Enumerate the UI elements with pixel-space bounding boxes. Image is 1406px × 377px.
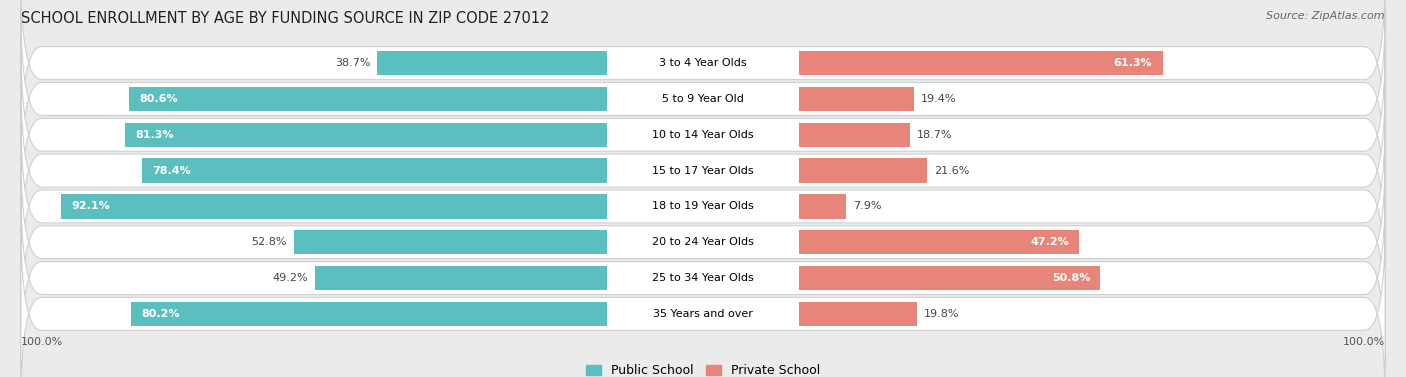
- Text: 92.1%: 92.1%: [72, 201, 110, 211]
- Text: 19.4%: 19.4%: [921, 94, 957, 104]
- Bar: [377, 51, 606, 75]
- FancyBboxPatch shape: [21, 8, 1385, 190]
- Text: 38.7%: 38.7%: [335, 58, 370, 68]
- Text: 81.3%: 81.3%: [135, 130, 174, 140]
- FancyBboxPatch shape: [21, 223, 1385, 377]
- Text: 25 to 34 Year Olds: 25 to 34 Year Olds: [652, 273, 754, 283]
- Bar: [129, 87, 606, 111]
- Text: 18 to 19 Year Olds: 18 to 19 Year Olds: [652, 201, 754, 211]
- Bar: [800, 230, 1080, 254]
- Text: 18.7%: 18.7%: [917, 130, 953, 140]
- Text: 21.6%: 21.6%: [935, 166, 970, 176]
- Text: 47.2%: 47.2%: [1031, 237, 1069, 247]
- FancyBboxPatch shape: [21, 0, 1385, 154]
- Bar: [60, 194, 606, 219]
- Bar: [800, 158, 928, 183]
- Text: 80.6%: 80.6%: [139, 94, 179, 104]
- Text: 15 to 17 Year Olds: 15 to 17 Year Olds: [652, 166, 754, 176]
- Bar: [125, 123, 606, 147]
- Text: 10 to 14 Year Olds: 10 to 14 Year Olds: [652, 130, 754, 140]
- Text: 20 to 24 Year Olds: 20 to 24 Year Olds: [652, 237, 754, 247]
- Text: 100.0%: 100.0%: [21, 337, 63, 347]
- Text: 5 to 9 Year Old: 5 to 9 Year Old: [662, 94, 744, 104]
- Text: Source: ZipAtlas.com: Source: ZipAtlas.com: [1267, 11, 1385, 21]
- Bar: [800, 194, 846, 219]
- FancyBboxPatch shape: [21, 151, 1385, 333]
- Bar: [800, 51, 1163, 75]
- FancyBboxPatch shape: [21, 115, 1385, 297]
- FancyBboxPatch shape: [21, 44, 1385, 226]
- Bar: [800, 123, 910, 147]
- Bar: [800, 87, 914, 111]
- Text: SCHOOL ENROLLMENT BY AGE BY FUNDING SOURCE IN ZIP CODE 27012: SCHOOL ENROLLMENT BY AGE BY FUNDING SOUR…: [21, 11, 550, 26]
- Bar: [315, 266, 606, 290]
- Text: 49.2%: 49.2%: [273, 273, 308, 283]
- Text: 7.9%: 7.9%: [853, 201, 882, 211]
- Text: 19.8%: 19.8%: [924, 309, 959, 319]
- Text: 100.0%: 100.0%: [1343, 337, 1385, 347]
- Text: 80.2%: 80.2%: [142, 309, 180, 319]
- Text: 50.8%: 50.8%: [1052, 273, 1090, 283]
- Bar: [142, 158, 606, 183]
- Text: 61.3%: 61.3%: [1114, 58, 1153, 68]
- Text: 35 Years and over: 35 Years and over: [652, 309, 754, 319]
- Bar: [800, 266, 1101, 290]
- Bar: [294, 230, 606, 254]
- Text: 78.4%: 78.4%: [152, 166, 191, 176]
- Bar: [131, 302, 606, 326]
- Text: 52.8%: 52.8%: [252, 237, 287, 247]
- FancyBboxPatch shape: [21, 80, 1385, 262]
- Legend: Public School, Private School: Public School, Private School: [586, 364, 820, 377]
- Text: 3 to 4 Year Olds: 3 to 4 Year Olds: [659, 58, 747, 68]
- Bar: [800, 302, 917, 326]
- FancyBboxPatch shape: [21, 187, 1385, 369]
